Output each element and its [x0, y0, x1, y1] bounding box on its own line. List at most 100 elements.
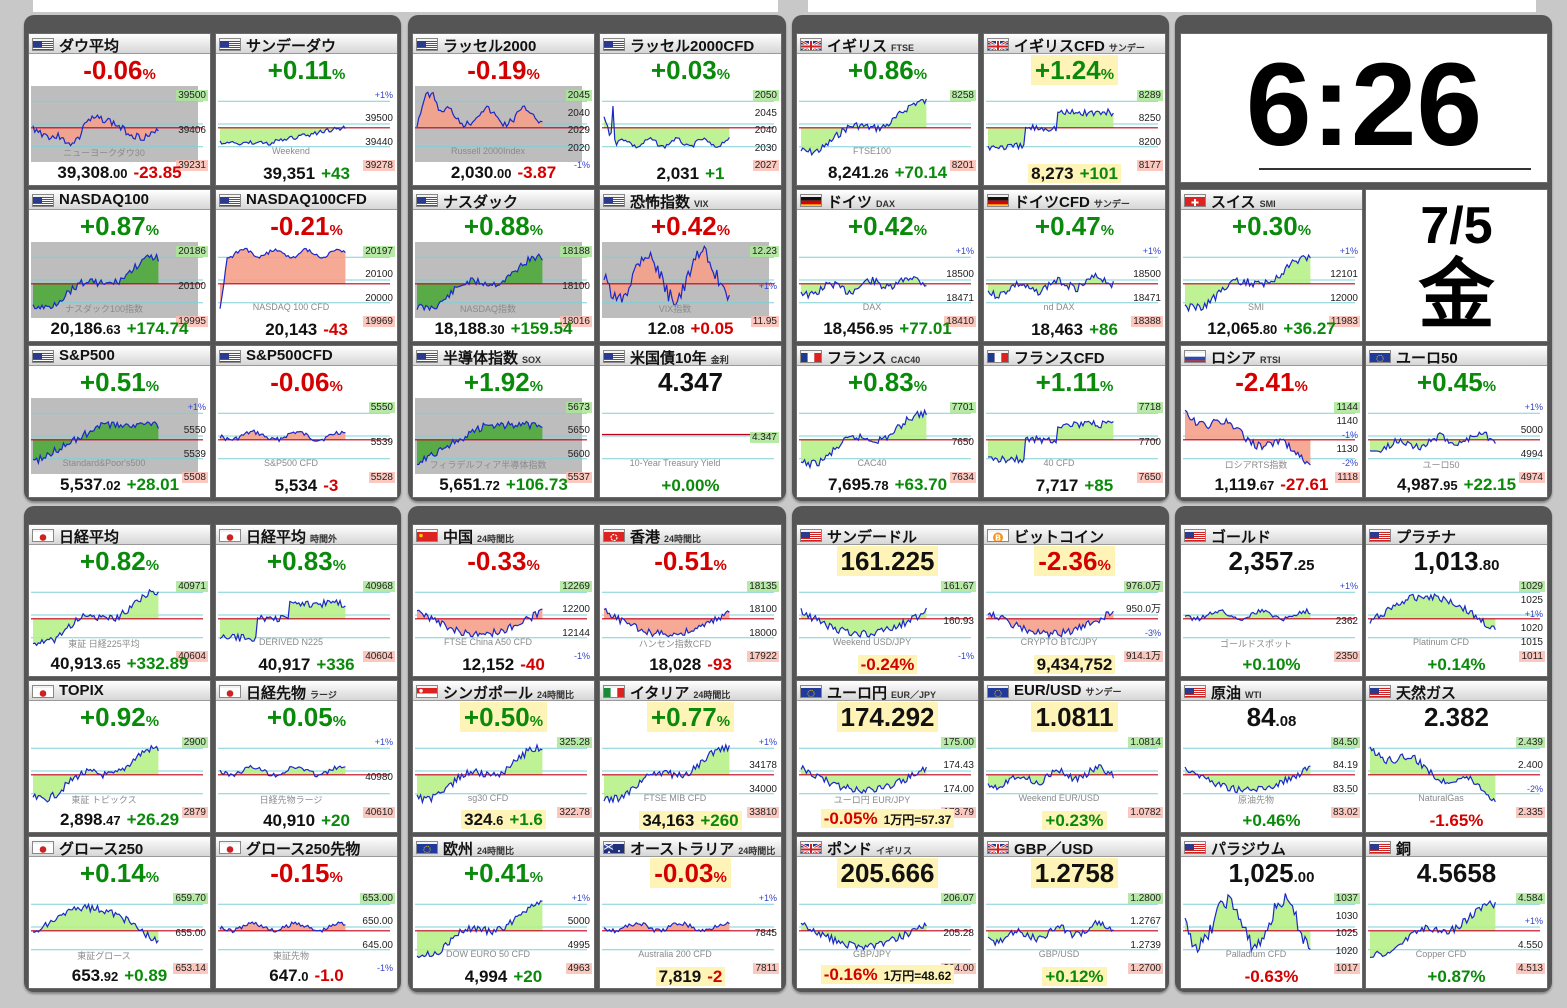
tile-subtitle: EUR／JPY — [891, 690, 937, 700]
chart-area — [799, 577, 976, 653]
ticker-tile-cac40_cfd[interactable]: フランスCFD +1.11% 40 CFD 7718 7700 7650 7,717… — [983, 345, 1166, 498]
price-chart — [602, 743, 774, 804]
price-change: -93 — [707, 655, 732, 674]
ticker-tile-nikkei_ext[interactable]: 日経平均 時間外 +0.83% DERIVED N225 40968 40604 4… — [215, 524, 398, 677]
ticker-tile-nasdaq[interactable]: ナスダック +0.88% NASDAQ指数 18188 18100 18016 18… — [412, 189, 595, 342]
y-axis-label: 174.43 — [943, 760, 974, 772]
ticker-tile-cac40[interactable]: フランス CAC40 +0.83% CAC40 7701 7650 7634 7,69… — [796, 345, 979, 498]
ticker-tile-rtsi[interactable]: ロシア RTSI -2.41% ロシアRTS指数 1144 1140 -1% 1130 -… — [1180, 345, 1363, 498]
main-value: +0.11% — [216, 55, 397, 90]
ticker-tile-gbpjpy[interactable]: ポンド イギリス 205.666 GBP/JPY 206.07 205.28 204.… — [796, 836, 979, 989]
ticker-tile-btc[interactable]: B ビットコイン -2.36% CRYPTO BTC/JPY 976.0万 950… — [983, 524, 1166, 677]
ticker-tile-platinum[interactable]: プラチナ 1,013.80 Platinum CFD 1029 1025 +1% 10… — [1365, 524, 1548, 677]
price-change: +0.05 — [690, 319, 734, 338]
ticker-tile-au[interactable]: オーストラリア 24時間比 -0.03% Australia 200 CFD +1… — [599, 836, 782, 989]
ticker-tile-sp500[interactable]: S&P500 +0.51% Standard&Poor's500 +1% 5550… — [28, 345, 211, 498]
y-axis-label: 4.550 — [1517, 939, 1543, 951]
main-value-number: +0.41 — [463, 858, 530, 888]
ticker-tile-growth250[interactable]: グロース250 +0.14% 東証グロース 659.70 655.00 653.14… — [28, 836, 211, 989]
chart-watermark: ナスダック100指数 — [64, 304, 144, 314]
price-change: +22.15 — [1463, 475, 1517, 494]
ticker-tile-china[interactable]: 中国 24時間比 -0.33% FTSE China A50 CFD 12269 1… — [412, 524, 595, 677]
tile-title: ラッセル2000CFD — [630, 35, 754, 56]
chart-area — [602, 86, 779, 162]
tile-header: 恐怖指数 VIX — [600, 190, 781, 211]
price-chart — [602, 100, 774, 150]
ticker-tile-smi[interactable]: スイス SMI +0.30% SMI +1% 12101 12000 11983 12,… — [1180, 189, 1363, 342]
ticker-tile-nikkei[interactable]: 日経平均 +0.82% 東証 日経225平均 40971 40604 40,913… — [28, 524, 211, 677]
ticker-tile-hk[interactable]: 香港 24時間比 -0.51% ハンセン指数CFD 18135 18100 18000… — [599, 524, 782, 677]
ticker-tile-copper[interactable]: 銅 4.5658 Copper CFD 4.584 +1% 4.550 4.513 +… — [1365, 836, 1548, 989]
y-axis-label: 8201 — [949, 160, 976, 171]
percent-change: -0.24% — [860, 655, 915, 674]
percent-sign: % — [529, 378, 544, 395]
ticker-tile-it[interactable]: イタリア 24時間比 +0.77% FTSE MIB CFD +1% 34178 34… — [599, 680, 782, 833]
ticker-tile-palladium[interactable]: パラジウム 1,025.00 Palladium CFD 1037 1030 102… — [1180, 836, 1363, 989]
main-value: -0.33% — [413, 546, 594, 581]
y-axis-label: 18100 — [562, 281, 590, 292]
ticker-tile-nasdaq100_cfd[interactable]: NASDAQ100CFD -0.21% NASDAQ 100 CFD 20197… — [215, 189, 398, 342]
ticker-tile-gold[interactable]: ゴールド 2,357.25 ゴールドスポット +1% 2362 2350 +0.10… — [1180, 524, 1363, 677]
tile-name: ポンド — [827, 841, 873, 858]
y-axis-label: 19995 — [176, 316, 208, 327]
ticker-tile-russell[interactable]: ラッセル2000 -0.19% Russell 2000Index 2045 20… — [412, 33, 595, 186]
tile-footer: 12,152 -40 — [413, 654, 594, 675]
flag-ru-icon — [1184, 350, 1206, 363]
y-axis-label: 39278 — [363, 160, 395, 171]
main-value-number: -0.03 — [654, 858, 714, 888]
ticker-tile-dax_cfd[interactable]: ドイツCFD サンデー +0.47% nd DAX +1% 18500 18471 18… — [983, 189, 1166, 342]
ticker-tile-nikkei_fut[interactable]: 日経先物 ラージ +0.05% 日経先物ラージ +1% 40980 40610 40,… — [215, 680, 398, 833]
tile-header: フランスCFD — [984, 346, 1165, 367]
ticker-tile-gbpusd[interactable]: GBP／USD 1.2758 GBP/USD 1.2800 1.2767 1.273… — [983, 836, 1166, 989]
ticker-tile-us10y[interactable]: 米国債10年 金利 4.347 10-Year Treasury Yield 4.… — [599, 345, 782, 498]
ticker-tile-sox[interactable]: 半導体指数 SOX +1.92% フィラデルフィア半導体指数 5673 5650 56… — [412, 345, 595, 498]
main-value: 2.382 — [1366, 702, 1547, 732]
ticker-tile-sunday_dow[interactable]: サンデーダウ +0.11% Weekend +1% 39500 39440 39278… — [215, 33, 398, 186]
tile-name: 香港 — [630, 529, 661, 546]
y-axis-label: 2027 — [752, 160, 779, 171]
chart-watermark: DOW EURO 50 CFD — [445, 949, 530, 959]
chart-area — [799, 86, 976, 162]
ticker-tile-usdjpy[interactable]: サンデードル 161.225 Weekend USD/JPY 161.67 160… — [796, 524, 979, 677]
ticker-tile-dax[interactable]: ドイツ DAX +0.42% DAX +1% 18500 18471 18410 18,… — [796, 189, 979, 342]
ticker-tile-vix[interactable]: 恐怖指数 VIX +0.42% VIX指数 12.23 +1% 11.95 12.08… — [599, 189, 782, 342]
ticker-tile-nasdaq100[interactable]: NASDAQ100 +0.87% ナスダック100指数 20186 20100 19… — [28, 189, 211, 342]
ticker-tile-dow[interactable]: ダウ平均 -0.06% ニューヨークダウ30 39500 39406 39231 3… — [28, 33, 211, 186]
price-integer: 324 — [464, 810, 493, 829]
ticker-tile-ftse[interactable]: イギリス FTSE +0.86% FTSE100 8258 8201 8,241.2… — [796, 33, 979, 186]
ticker-tile-russell_cfd[interactable]: ラッセル2000CFD +0.03% 2050 2045 2040 2030 2027 … — [599, 33, 782, 186]
y-axis-label: 1029 — [1518, 581, 1545, 592]
y-axis-label: 5600 — [567, 448, 590, 460]
ticker-tile-natgas[interactable]: 天然ガス 2.382 NaturalGas 2.439 2.400 -2% 2.335… — [1365, 680, 1548, 833]
tile-header: ラッセル2000CFD — [600, 34, 781, 56]
main-value: -2.41% — [1181, 367, 1362, 402]
y-axis-label: 40980 — [365, 772, 393, 783]
price-chart — [1183, 253, 1355, 313]
ticker-tile-growth250_fut[interactable]: グロース250先物 -0.15% 東証先物 653.00 650.00 645.00… — [215, 836, 398, 989]
ticker-tile-euro50[interactable]: ユーロ50 +0.45% ユーロ50 +1% 5000 4994 4974 4,987… — [1365, 345, 1548, 498]
y-axis-label: 20000 — [365, 292, 393, 304]
main-value-number: 4.5658 — [1416, 858, 1497, 888]
y-axis-label: 20100 — [178, 281, 206, 292]
main-value-number: +0.47 — [1034, 211, 1101, 241]
ticker-tile-sg[interactable]: シンガポール 24時間比 +0.50% sg30 CFD 325.28 322.78… — [412, 680, 595, 833]
ticker-tile-eurjpy[interactable]: ユーロ円 EUR／JPY 174.292 ユーロ円 EUR/JPY 175.00 1… — [796, 680, 979, 833]
price-chart — [1183, 591, 1355, 639]
ticker-tile-eurusd[interactable]: EUR/USD サンデー 1.0811 Weekend EUR/USD 1.081… — [983, 680, 1166, 833]
percent-sign: % — [913, 222, 928, 239]
ticker-tile-topix[interactable]: TOPIX +0.92% 東証 トピックス 2900 2879 2,898.47 +… — [28, 680, 211, 833]
ticker-tile-europe[interactable]: 欧州 24時間比 +0.41% DOW EURO 50 CFD +1% 5000 49… — [412, 836, 595, 989]
y-axis-label: +1% — [374, 737, 393, 747]
y-axis-label: 20197 — [363, 246, 395, 257]
price-chart — [799, 256, 971, 304]
ticker-tile-wti[interactable]: 原油 WTI 84.08 原油先物 84.50 84.19 83.50 83.02 +0… — [1180, 680, 1363, 833]
y-axis-label: 2879 — [181, 807, 208, 818]
chart-watermark: VIX指数 — [658, 304, 692, 314]
ticker-tile-sp500_cfd[interactable]: S&P500CFD -0.06% S&P500 CFD 5550 5539 5528… — [215, 345, 398, 498]
price-integer: 18,456 — [823, 319, 876, 338]
ticker-tile-ftse_cfd[interactable]: イギリスCFD サンデー +1.24% 8289 8250 8200 8177 8,27… — [983, 33, 1166, 186]
price-change: +1.6 — [509, 810, 543, 829]
price-chart — [218, 100, 390, 148]
chart-area — [31, 242, 208, 318]
y-axis-label: 914.1万 — [1123, 651, 1163, 662]
